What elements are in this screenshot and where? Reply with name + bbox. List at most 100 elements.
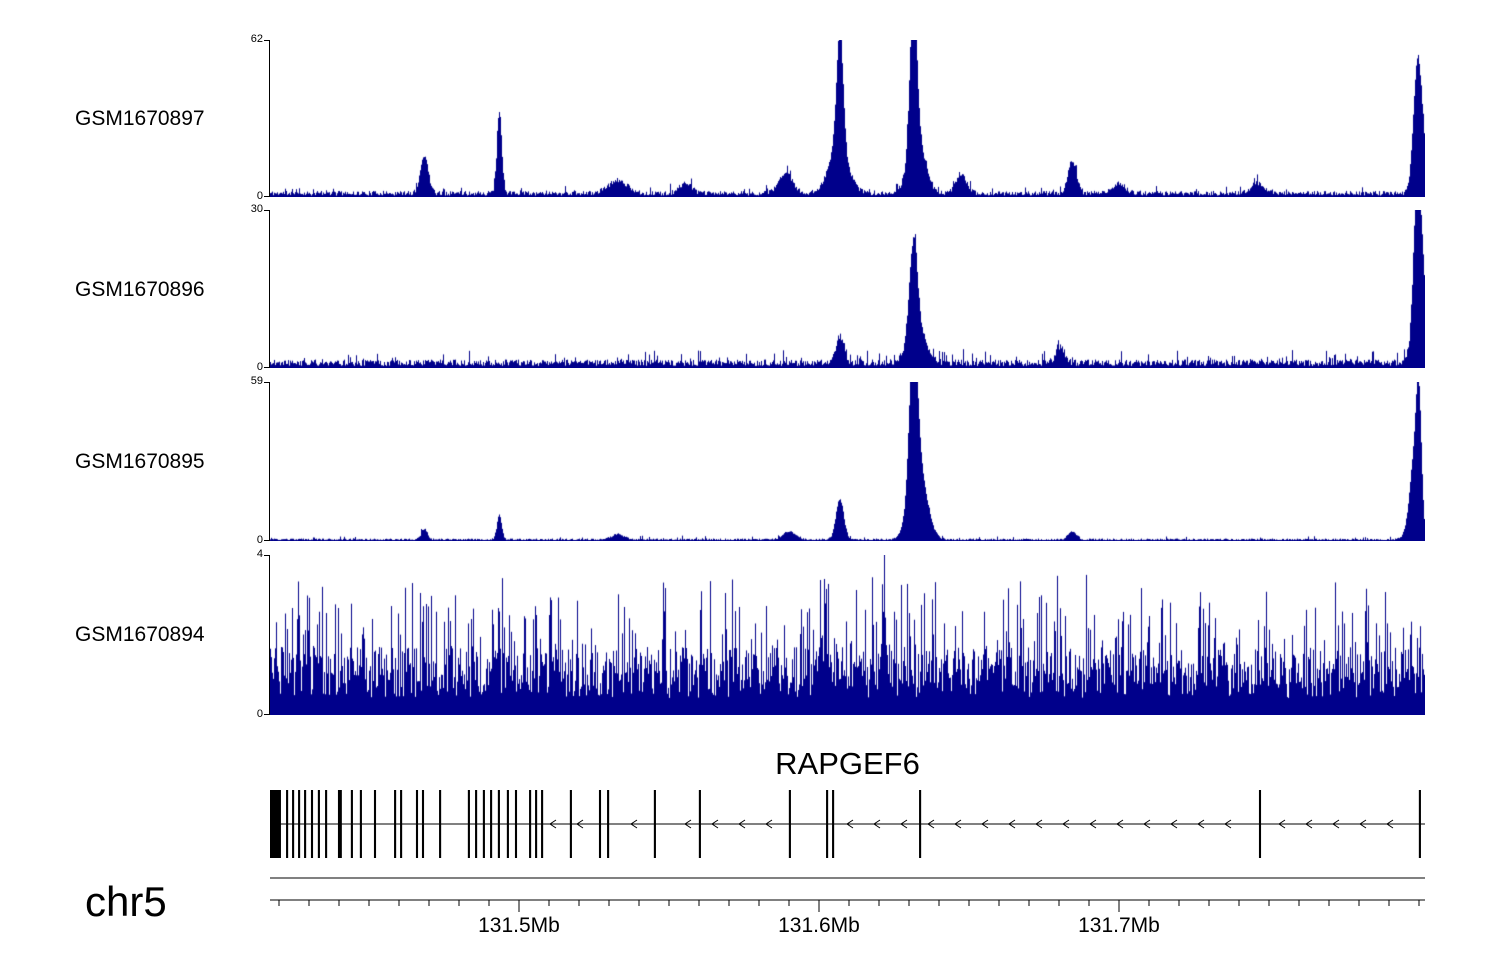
strand-arrow: [873, 819, 881, 829]
exon-bar: [1418, 790, 1421, 858]
axis-tick-label: 131.5Mb: [478, 914, 560, 937]
exon-bar: [788, 790, 791, 858]
exon-bar: [475, 790, 478, 858]
exon-bar: [497, 790, 500, 858]
strand-arrow: [1062, 819, 1070, 829]
strand-arrow: [711, 819, 719, 829]
strand-arrow: [1332, 819, 1340, 829]
exon-bar: [541, 790, 544, 858]
y-axis-tick: [264, 210, 270, 211]
exon-bar: [415, 790, 419, 858]
y-axis-tick: [264, 196, 270, 197]
exon-bar: [490, 790, 493, 858]
strand-arrow: [1305, 819, 1313, 829]
strand-arrow: [981, 819, 989, 829]
exon-bar: [421, 790, 425, 858]
track-label: GSM1670897: [75, 107, 205, 130]
y-axis-max-label: 4: [256, 548, 263, 560]
strand-arrow: [1359, 819, 1367, 829]
exon-bar: [337, 790, 342, 858]
coverage-signal-canvas: [270, 210, 1425, 368]
strand-arrow: [900, 819, 908, 829]
y-axis-tick: [264, 555, 270, 556]
y-axis-tick: [264, 40, 270, 41]
strand-arrow: [927, 819, 935, 829]
strand-arrow: [684, 819, 692, 829]
exon-bar: [482, 790, 485, 858]
exon-bar: [270, 790, 281, 858]
exon-bar: [359, 790, 362, 858]
strand-arrow: [1035, 819, 1043, 829]
exon-bar: [506, 790, 509, 858]
strand-arrow: [549, 819, 557, 829]
y-axis-zero-label: 0: [256, 190, 263, 202]
y-axis-tick: [264, 367, 270, 368]
strand-arrow: [630, 819, 638, 829]
coverage-signal-canvas: [270, 40, 1425, 197]
y-axis-max-label: 30: [250, 203, 263, 215]
chromosome-label: chr5: [85, 878, 167, 925]
exon-bar: [304, 790, 307, 858]
y-axis-zero-label: 0: [256, 534, 263, 546]
track-label: GSM1670895: [75, 450, 205, 473]
strand-arrow: [1170, 819, 1178, 829]
exon-bar: [529, 790, 532, 858]
y-axis-tick: [264, 382, 270, 383]
coverage-signal-canvas: [270, 382, 1425, 541]
axis-tick-label: 131.7Mb: [1078, 914, 1160, 937]
strand-arrow: [1278, 819, 1286, 829]
strand-arrow: [1143, 819, 1151, 829]
y-axis-max-label: 59: [250, 375, 263, 387]
strand-arrow: [1224, 819, 1232, 829]
exon-bar: [350, 790, 353, 858]
strand-arrow: [1116, 819, 1124, 829]
exon-bar: [317, 790, 320, 858]
strand-arrow: [765, 819, 773, 829]
exon-bar: [826, 790, 829, 858]
exon-bar: [698, 790, 701, 858]
track-label: GSM1670894: [75, 623, 205, 646]
gene-name-title: RAPGEF6: [775, 746, 920, 781]
strand-arrow: [1386, 819, 1394, 829]
exon-bar: [400, 790, 403, 858]
strand-arrow: [846, 819, 854, 829]
exon-bar: [653, 790, 656, 858]
exon-bar: [373, 790, 377, 858]
y-axis-zero-label: 0: [256, 361, 263, 373]
exon-bar: [569, 790, 572, 858]
strand-arrow: [738, 819, 746, 829]
y-axis-line: [269, 40, 270, 197]
gene-model-track: [270, 790, 1425, 858]
exon-bar: [535, 790, 538, 858]
strand-arrow: [954, 819, 962, 829]
exon-bar: [1258, 790, 1262, 858]
strand-arrow: [1008, 819, 1016, 829]
y-axis-max-label: 62: [250, 33, 263, 45]
exon-bar: [467, 790, 470, 858]
exon-bar: [298, 790, 301, 858]
y-axis-tick: [264, 714, 270, 715]
exon-bar: [832, 790, 835, 858]
y-axis-tick: [264, 540, 270, 541]
strand-arrow: [1089, 819, 1097, 829]
exon-bar: [514, 790, 518, 858]
exon-bar: [439, 790, 442, 858]
y-axis-zero-label: 0: [256, 708, 263, 720]
genome-axis: 131.5Mb 131.6Mb 131.7Mb: [270, 877, 1425, 937]
strand-arrow: [576, 819, 584, 829]
axis-tick-label: 131.6Mb: [778, 914, 860, 937]
exon-bar: [325, 790, 328, 858]
strand-arrow: [1197, 819, 1205, 829]
y-axis-line: [269, 555, 270, 715]
exon-bar: [310, 790, 314, 858]
coverage-signal-canvas: [270, 555, 1425, 715]
track-label: GSM1670896: [75, 278, 205, 301]
exon-bar: [919, 790, 922, 858]
exon-bar: [598, 790, 602, 858]
y-axis-line: [269, 210, 270, 368]
exon-bar: [292, 790, 295, 858]
y-axis-line: [269, 382, 270, 541]
exon-bar: [394, 790, 397, 858]
exon-bar: [607, 790, 610, 858]
